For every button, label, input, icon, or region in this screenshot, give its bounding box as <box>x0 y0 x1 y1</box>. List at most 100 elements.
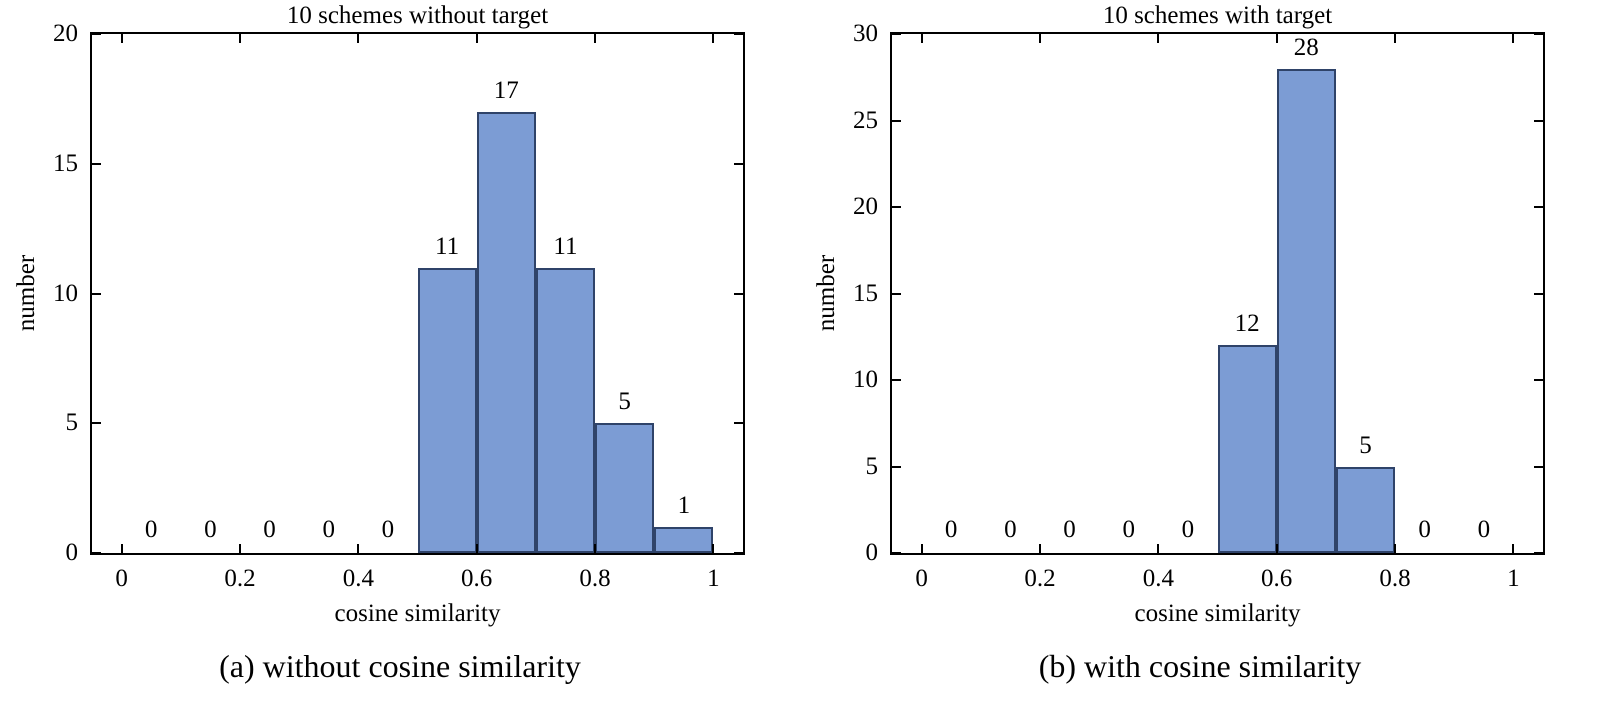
histogram-bar <box>595 423 655 553</box>
y-tick-mark <box>92 552 101 554</box>
bar-value-label: 17 <box>493 76 519 104</box>
y-tick-label: 15 <box>53 149 78 177</box>
histogram-bar <box>476 111 536 553</box>
x-tick-label: 0.2 <box>224 565 256 592</box>
x-axis-label: cosine similarity <box>334 600 501 627</box>
y-tick-mark <box>92 422 101 425</box>
x-tick-mark <box>1038 34 1041 43</box>
y-tick-mark <box>892 379 901 381</box>
plot-area: 0 0 0 0 0 11 17 11 5 1 <box>90 32 745 555</box>
y-tick-mark <box>892 465 901 468</box>
x-tick-mark <box>712 34 715 43</box>
y-tick-mark <box>892 552 901 554</box>
chart-title: 10 schemes with target <box>1102 2 1333 29</box>
x-tick-mark <box>357 544 360 553</box>
y-tick-label: 30 <box>853 20 878 47</box>
y-tick-mark <box>1534 465 1543 468</box>
y-tick-label: 20 <box>53 20 78 47</box>
x-tick-mark <box>238 544 241 553</box>
bar-value-label: 5 <box>618 388 631 416</box>
y-tick-mark <box>1534 206 1543 208</box>
y-tick-mark <box>1534 292 1543 295</box>
y-tick-label: 10 <box>53 279 78 307</box>
x-tick-label: 0.4 <box>1142 565 1174 592</box>
y-tick-mark <box>892 292 901 295</box>
y-tick-mark <box>92 33 101 35</box>
y-tick-mark <box>734 552 743 554</box>
bar-value-label: 0 <box>1063 516 1076 543</box>
x-tick-mark <box>1394 34 1397 43</box>
x-tick-label: 0 <box>915 565 928 592</box>
x-tick-label: 0.8 <box>1379 565 1411 592</box>
x-tick-mark <box>920 544 923 553</box>
y-tick-mark <box>734 422 743 425</box>
x-tick-mark <box>1038 544 1041 553</box>
x-tick-mark <box>238 34 241 43</box>
bar-value-label: 0 <box>204 516 217 543</box>
y-tick-mark <box>92 292 101 295</box>
y-tick-mark <box>92 162 101 165</box>
y-tick-label: 0 <box>65 539 79 566</box>
x-tick-label: 1 <box>1507 565 1520 592</box>
x-tick-label: 0.6 <box>461 565 493 592</box>
x-tick-mark <box>1394 544 1397 553</box>
bar-value-label: 28 <box>1293 33 1319 61</box>
x-tick-mark <box>1275 544 1278 553</box>
x-tick-mark <box>120 34 123 43</box>
x-tick-label: 0.8 <box>579 565 611 592</box>
chart-without-target: 10 schemes without target number 0 0 0 0 0 11… <box>13 2 745 684</box>
histogram-bar <box>535 267 596 553</box>
bar-value-label: 0 <box>1477 516 1491 543</box>
histogram-bar <box>1276 68 1336 553</box>
x-tick-mark <box>920 34 923 43</box>
x-tick-mark <box>475 544 478 553</box>
y-tick-mark <box>1534 119 1543 122</box>
x-tick-mark <box>357 34 360 43</box>
chart-caption: (a) without cosine similarity <box>219 648 581 684</box>
bar-value-label: 5 <box>1359 431 1372 459</box>
y-tick-label: 0 <box>865 539 879 566</box>
bar-value-label: 0 <box>1418 516 1431 543</box>
bar-value-label: 12 <box>1234 310 1260 338</box>
bar-value-label: 11 <box>435 232 460 260</box>
bar-value-label: 0 <box>1122 516 1135 543</box>
x-tick-mark <box>120 544 123 553</box>
y-tick-label: 5 <box>65 409 79 437</box>
y-tick-mark <box>892 206 901 208</box>
bar-value-label: 0 <box>944 516 958 543</box>
bar-value-label: 0 <box>144 516 158 543</box>
histogram-bar <box>1217 345 1277 553</box>
x-tick-mark <box>1275 34 1278 43</box>
x-axis-label: cosine similarity <box>1134 600 1301 627</box>
bar-value-label: 11 <box>553 232 578 260</box>
x-tick-mark <box>475 34 478 43</box>
y-tick-mark <box>1534 552 1543 554</box>
bar-value-label: 0 <box>322 516 335 543</box>
y-tick-label: 15 <box>853 279 878 307</box>
x-tick-mark <box>1157 34 1160 43</box>
x-tick-mark <box>712 544 715 553</box>
histogram-bar <box>1335 466 1396 553</box>
y-tick-label: 5 <box>865 452 879 480</box>
x-tick-label: 0.4 <box>342 565 374 592</box>
y-tick-label: 25 <box>853 106 878 134</box>
x-tick-mark <box>1157 544 1160 553</box>
x-tick-label: 0.6 <box>1261 565 1293 592</box>
y-tick-mark <box>734 292 743 295</box>
chart-with-target: 10 schemes with target number 0 0 0 0 0 12 28 5… <box>800 0 1600 703</box>
chart-caption: (b) with cosine similarity <box>1038 648 1362 684</box>
x-tick-label: 0.2 <box>1024 565 1056 592</box>
bar-value-label: 0 <box>1181 516 1195 543</box>
y-tick-mark <box>892 119 901 122</box>
x-tick-label: 1 <box>707 565 720 592</box>
x-tick-mark <box>594 544 597 553</box>
y-tick-mark <box>1534 379 1543 381</box>
y-tick-mark <box>734 162 743 165</box>
plot-area: 0 0 0 0 0 12 28 5 0 0 <box>890 32 1545 555</box>
histogram-bar <box>417 267 477 553</box>
y-tick-mark <box>1534 33 1543 35</box>
y-tick-label: 10 <box>853 366 878 393</box>
x-tick-label: 0 <box>115 565 128 592</box>
chart-title: 10 schemes without target <box>286 2 549 29</box>
